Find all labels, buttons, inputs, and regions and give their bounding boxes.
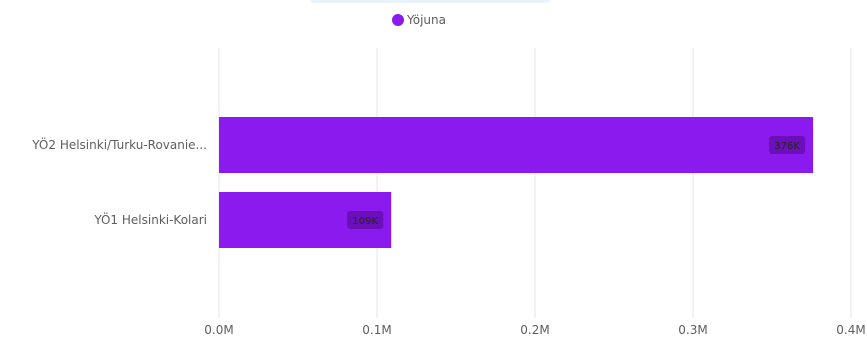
header-accent-strip [310,0,550,3]
x-tick-label: 0.3M [678,323,707,337]
bar[interactable] [219,117,814,173]
data-label: 109K [352,216,378,227]
x-tick-label: 0.2M [520,323,549,337]
category-label: YÖ1 Helsinki-Kolari [93,211,207,227]
legend-label: Yöjuna [407,13,446,27]
x-tick-label: 0.0M [204,323,233,337]
x-tick-label: 0.1M [362,323,391,337]
data-label-background [769,136,806,154]
data-label-background [347,211,384,229]
category-label: YÖ2 Helsinki/Turku-Rovanie... [31,136,207,152]
legend-marker [392,14,404,26]
x-tick-label: 0.4M [836,323,865,337]
legend[interactable]: Yöjuna [392,11,446,29]
data-label: 376K [774,141,800,152]
